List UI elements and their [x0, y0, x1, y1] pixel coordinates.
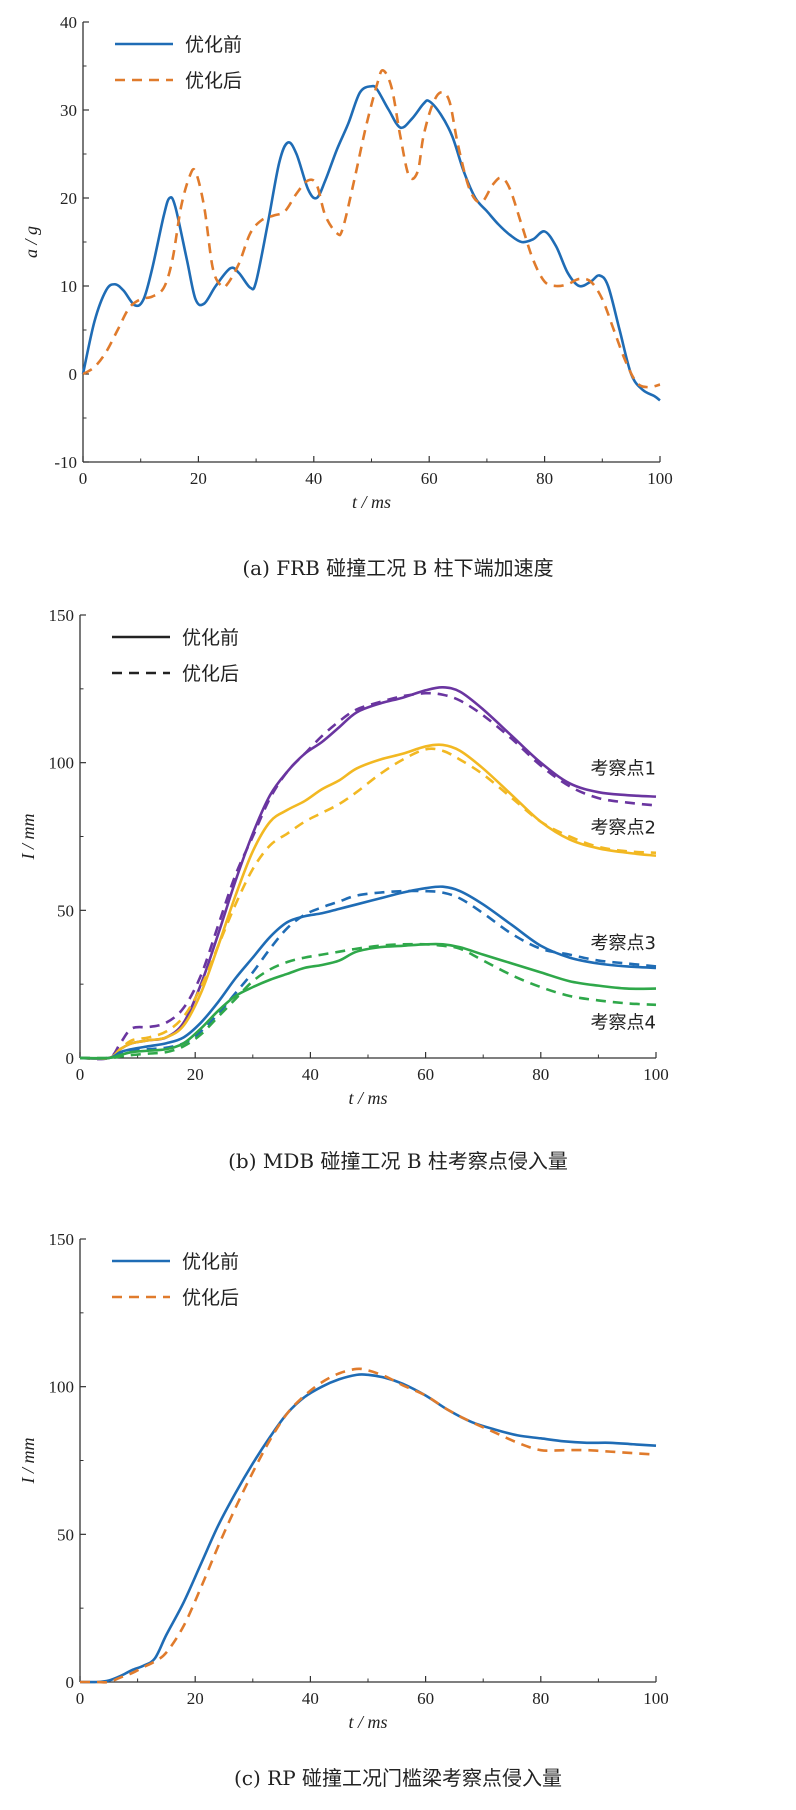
- annotation-label-0: 考察点1: [591, 759, 656, 780]
- caption-c: (c) RP 碰撞工况门槛梁考察点侵入量: [233, 1766, 563, 1790]
- caption-b: (b) MDB 碰撞工况 B 柱考察点侵入量: [228, 1149, 568, 1173]
- x-tick-label: 80: [536, 469, 553, 488]
- series-line-1: [79, 691, 657, 1061]
- x-tick-label: 100: [643, 1689, 669, 1708]
- y-tick-label: 100: [49, 1378, 75, 1397]
- series-line-0: [81, 84, 661, 402]
- series-line-2: [79, 743, 657, 1060]
- y-tick-label: 50: [57, 1525, 74, 1544]
- x-tick-label: 60: [417, 1689, 434, 1708]
- annotation-label-2: 考察点3: [591, 933, 656, 954]
- series-line-6: [79, 942, 657, 1060]
- y-tick-label: 20: [60, 189, 77, 208]
- x-tick-label: 100: [647, 469, 673, 488]
- x-tick-label: 0: [76, 1689, 85, 1708]
- x-tick-label: 0: [76, 1065, 85, 1084]
- chart-b: 0 20 40 60 80 100 0 50 100 150 t / ms I / mm 优化前优化后考…: [18, 606, 669, 1108]
- y-tick-label: -10: [54, 453, 77, 472]
- y-axis-label: a / g: [21, 226, 41, 258]
- x-axis-label: t / ms: [352, 492, 391, 512]
- x-axis-label: t / ms: [348, 1088, 387, 1108]
- y-axis-label: I / mm: [18, 814, 38, 861]
- y-tick-label: 150: [49, 1230, 75, 1249]
- series-line-0: [79, 1373, 657, 1684]
- x-tick-label: 20: [190, 469, 207, 488]
- legend-label-1: 优化后: [182, 1287, 239, 1309]
- y-axis-label: I / mm: [18, 1438, 38, 1485]
- x-tick-label: 20: [187, 1689, 204, 1708]
- series-line-3: [79, 747, 657, 1060]
- x-tick-label: 60: [417, 1065, 434, 1084]
- y-tick-label: 40: [60, 13, 77, 32]
- x-tick-label: 100: [643, 1065, 669, 1084]
- x-tick-label: 80: [532, 1065, 549, 1084]
- y-tick-label: 30: [60, 101, 77, 120]
- caption-a: (a) FRB 碰撞工况 B 柱下端加速度: [242, 556, 554, 580]
- series-line-4: [79, 885, 657, 1060]
- x-tick-label: 60: [421, 469, 438, 488]
- legend-label-0: 优化前: [182, 1251, 239, 1273]
- legend-label-0: 优化前: [182, 627, 239, 649]
- y-tick-label: 10: [60, 277, 77, 296]
- series-line-0: [79, 686, 657, 1060]
- x-tick-label: 40: [302, 1689, 319, 1708]
- series-line-1: [82, 69, 661, 389]
- chart-panel-c: 0 20 40 60 80 100 0 50 100 150 t / ms I / mm 优化前 优化后 …: [0, 1220, 796, 1810]
- y-tick-label: 0: [69, 365, 78, 384]
- annotation-label-3: 考察点4: [591, 1013, 656, 1034]
- x-tick-label: 20: [187, 1065, 204, 1084]
- legend-label-1: 优化后: [182, 663, 239, 685]
- x-tick-label: 40: [302, 1065, 319, 1084]
- series-line-5: [79, 889, 657, 1060]
- legend-label-1: 优化后: [185, 70, 242, 92]
- chart-panel-b: 0 20 40 60 80 100 0 50 100 150 t / ms I / mm 优化前优化后考…: [0, 600, 796, 1200]
- x-tick-label: 0: [79, 469, 88, 488]
- series-line-7: [79, 942, 657, 1060]
- x-axis-label: t / ms: [348, 1712, 387, 1732]
- x-tick-label: 80: [532, 1689, 549, 1708]
- series-line-1: [80, 1367, 657, 1684]
- y-tick-label: 50: [57, 901, 74, 920]
- chart-panel-a: 0 20 40 60 80 100 -10 0 10 20 30 40 t / ms a / g 优化前 优化…: [0, 0, 796, 600]
- legend-label-0: 优化前: [185, 34, 242, 56]
- y-tick-label: 0: [66, 1673, 75, 1692]
- y-tick-label: 0: [66, 1049, 75, 1068]
- annotation-label-1: 考察点2: [591, 818, 656, 839]
- x-tick-label: 40: [305, 469, 322, 488]
- y-tick-label: 100: [49, 754, 75, 773]
- y-tick-label: 150: [49, 606, 75, 625]
